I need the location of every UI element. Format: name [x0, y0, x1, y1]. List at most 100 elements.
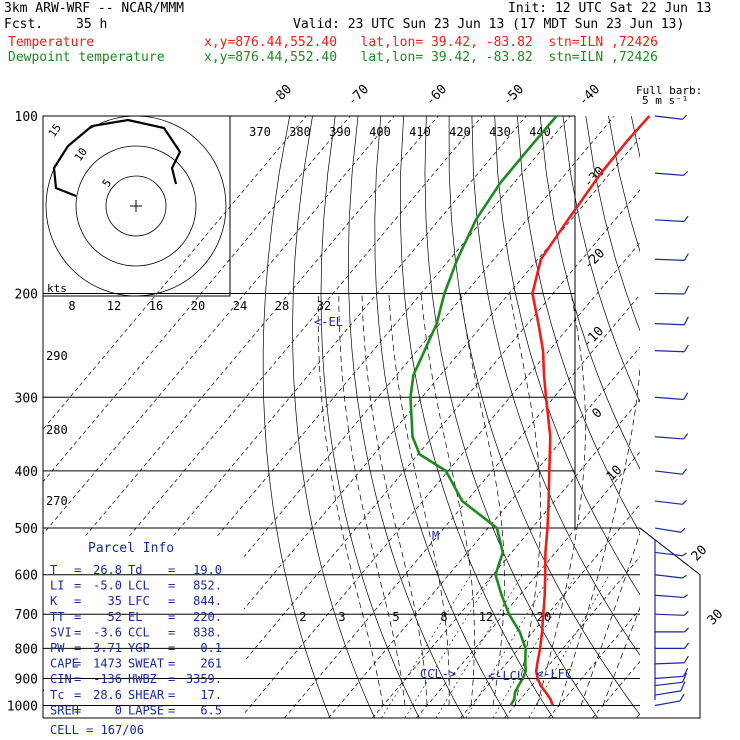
parcel-info-label: SVI	[50, 625, 72, 639]
wind-barb-flag	[681, 672, 688, 683]
dry-adiabat-line	[517, 116, 640, 534]
wind-barb	[654, 323, 685, 326]
pressure-label: 200	[15, 287, 38, 302]
mixing-ratio-line	[492, 574, 577, 718]
parcel-info-label: CAPE	[50, 657, 79, 671]
speed-axis-label: 8	[68, 299, 75, 313]
hodograph-ring-label: 10	[72, 145, 90, 163]
moist-adiabat-line	[388, 293, 450, 706]
parcel-info-eq: =	[168, 610, 175, 624]
mixing-ratio-label: 2	[299, 610, 306, 624]
wind-barb-flag	[682, 114, 687, 120]
dry-adiabat-line	[722, 116, 740, 718]
wind-barb	[654, 700, 681, 707]
parcel-info-value: 220.	[193, 610, 222, 624]
wind-barb	[654, 662, 685, 665]
wind-barb-flag	[684, 285, 690, 295]
wind-barb	[654, 500, 683, 505]
parcel-info-value: 261	[200, 657, 222, 671]
fcst-label: Fcst.	[4, 17, 44, 32]
parcel-info-eq: =	[74, 594, 81, 608]
isotherm-label: -20	[581, 246, 608, 273]
init-time: Init: 12 UTC Sat 22 Jun 13	[508, 1, 712, 16]
wind-barb	[654, 292, 685, 295]
dry-adiabat-line	[562, 116, 640, 403]
parcel-info-value: 838.	[193, 625, 222, 639]
parcel-info-value: 17.	[200, 688, 222, 702]
isotherm-label: 30	[705, 607, 727, 629]
wind-barb	[654, 470, 683, 475]
moist-adiabat-line	[558, 363, 640, 706]
parcel-info-eq: =	[74, 563, 81, 577]
moist-adiabat-line	[338, 293, 406, 706]
dry-adiabat-line	[677, 116, 740, 718]
theta-label: 370	[249, 125, 271, 139]
parcel-info-eq: =	[168, 563, 175, 577]
isotherm-line	[196, 189, 640, 718]
wind-barb	[654, 675, 684, 680]
isotherm-line	[43, 116, 395, 535]
wind-barb-flag	[682, 552, 687, 557]
dry-adiabat-line	[630, 116, 640, 159]
isotherm-line	[328, 346, 640, 718]
parcel-info-eq: =	[168, 703, 175, 717]
parcel-info-label: CIN	[50, 672, 72, 686]
wind-barb	[654, 527, 682, 533]
wind-barb-flag	[683, 215, 689, 222]
isotherm-line	[64, 116, 571, 718]
isotherm-label: -80	[268, 82, 295, 109]
mixing-ratio-label: 8	[440, 610, 447, 624]
valid-time: Valid: 23 UTC Sun 23 Jun 13 (17 MDT Sun …	[293, 17, 685, 32]
wind-barb	[654, 681, 683, 687]
wind-barb	[654, 115, 683, 120]
mixing-ratio-line	[381, 574, 472, 718]
parcel-info-label: LAPSE	[128, 703, 164, 717]
wind-barb-flag	[683, 594, 688, 598]
wind-barb	[654, 574, 683, 579]
full-barb-label: Full barb:	[636, 84, 702, 97]
hodograph-ring	[105, 175, 167, 237]
parcel-info-eq: =	[168, 657, 175, 671]
parcel-info-label: Tc	[50, 688, 64, 702]
parcel-info-value: -3.6	[93, 625, 122, 639]
wind-barb-flag	[682, 468, 687, 475]
parcel-info-value: 26.8	[93, 563, 122, 577]
dry-adiabat-line	[654, 116, 740, 718]
speed-axis-label: 20	[191, 299, 205, 313]
pressure-label: 700	[15, 608, 38, 623]
theta-label: 430	[489, 125, 511, 139]
dry-adiabat-line	[374, 116, 509, 718]
dry-adiabat-line	[608, 116, 640, 253]
parcel-info-value: -136	[93, 672, 122, 686]
hodograph-center-mark	[130, 200, 142, 212]
dry-adiabat-line	[539, 116, 640, 470]
isotherm-label: -40	[576, 82, 603, 109]
temperature-profile	[531, 115, 651, 706]
pressure-label: 100	[15, 110, 38, 125]
temperature-legend-label: Temperature	[8, 35, 95, 50]
wind-barb	[654, 349, 685, 353]
parcel-info-label: CCL	[128, 625, 150, 639]
dry-adiabat-line	[424, 116, 599, 718]
dewpoint-profile	[409, 115, 558, 707]
parcel-info-eq: =	[74, 688, 81, 702]
wind-barb-flag	[680, 681, 686, 692]
temperature-legend-info: x,y=876.44,552.40 lat,lon= 39.42, -83.82…	[204, 35, 658, 50]
dry-adiabat-line	[292, 116, 376, 718]
parcel-info-label: LI	[50, 579, 64, 593]
theta-label: 400	[369, 125, 391, 139]
fcst-value: 35 h	[76, 17, 108, 32]
wind-barb-flag	[683, 655, 689, 664]
parcel-info-label: HWBZ	[128, 672, 157, 686]
parcel-info-value: 3.71	[93, 641, 122, 655]
mixing-ratio-label: 12	[479, 610, 493, 624]
isotherm-label: -60	[423, 82, 450, 109]
wind-barb-flag	[683, 253, 689, 261]
parcel-info-eq: =	[74, 672, 81, 686]
isotherm-line	[152, 137, 640, 718]
parcel-info-label: LFC	[128, 594, 150, 608]
speed-axis-label: 16	[149, 299, 163, 313]
hodograph-ring-label: 15	[46, 121, 64, 139]
wind-barb-flag	[683, 344, 689, 353]
hodograph-trace	[52, 118, 182, 198]
